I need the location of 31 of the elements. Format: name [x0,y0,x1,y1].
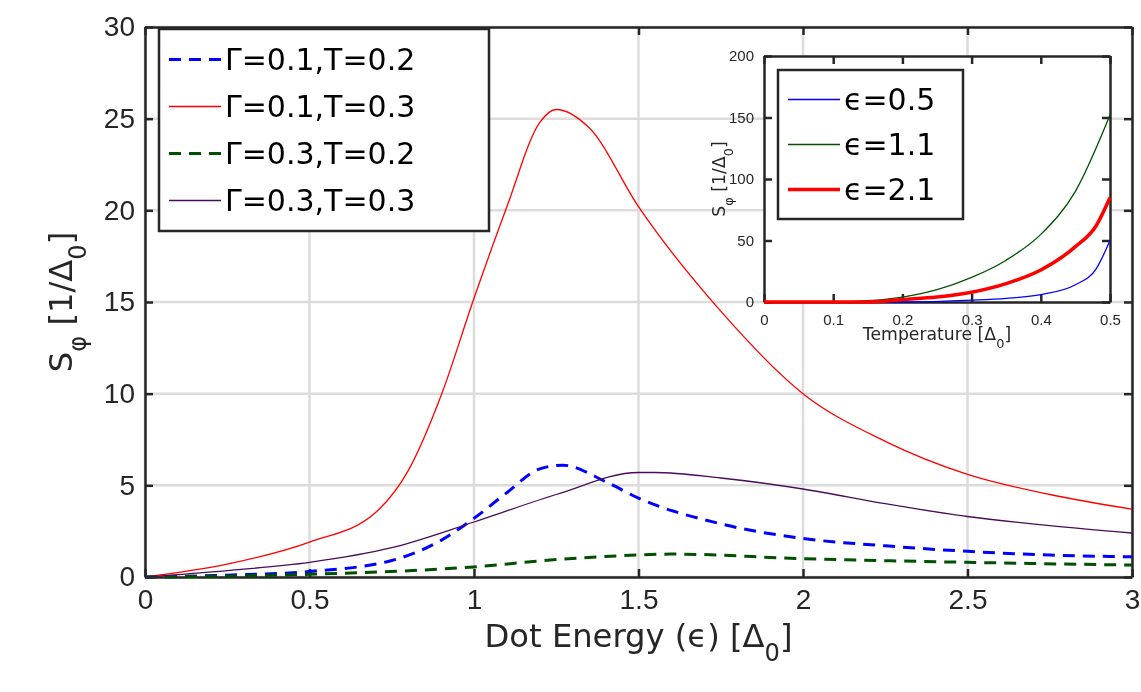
legend-label: Γ=0.3,T=0.2 [225,136,416,171]
x-tick-label: 1 [466,583,483,615]
x-tick-label: 3 [1124,583,1141,615]
y-tick-label: 0 [119,561,135,593]
legend-label: ϵ=2.1 [844,172,936,207]
x-tick-label: 1.5 [619,583,659,615]
x-tick-label: 0.5 [1100,310,1121,328]
y-tick-label: 30 [103,11,135,43]
y-tick-label: 200 [728,47,754,65]
y-tick-label: 25 [103,103,135,135]
x-tick-label: 0.4 [1030,310,1052,328]
x-tick-label: 0 [760,310,769,328]
y-tick-label: 0 [745,293,754,311]
x-tick-label: 2.5 [948,583,988,615]
x-tick-label: 0.1 [823,310,845,328]
legend-label: ϵ=0.5 [844,82,936,117]
legend-label: ϵ=1.1 [844,127,936,162]
y-tick-label: 50 [737,231,754,249]
y-tick-label: 5 [119,469,135,501]
x-tick-label: 2 [795,583,812,615]
y-tick-label: 20 [103,194,135,226]
x-axis-title: Dot Energy (ϵ) [Δ$_{0}$] [484,617,793,667]
x-tick-label: 0.2 [892,310,914,328]
y-tick-label: 15 [103,286,135,318]
x-tick-label: 0.5 [290,583,330,615]
y-tick-label: 150 [728,108,754,126]
legend-label: Γ=0.3,T=0.3 [225,183,416,218]
y-tick-label: 10 [103,378,135,410]
legend-label: Γ=0.1,T=0.3 [225,89,416,124]
y-tick-label: 100 [728,170,754,188]
legend-label: Γ=0.1,T=0.2 [225,42,416,77]
